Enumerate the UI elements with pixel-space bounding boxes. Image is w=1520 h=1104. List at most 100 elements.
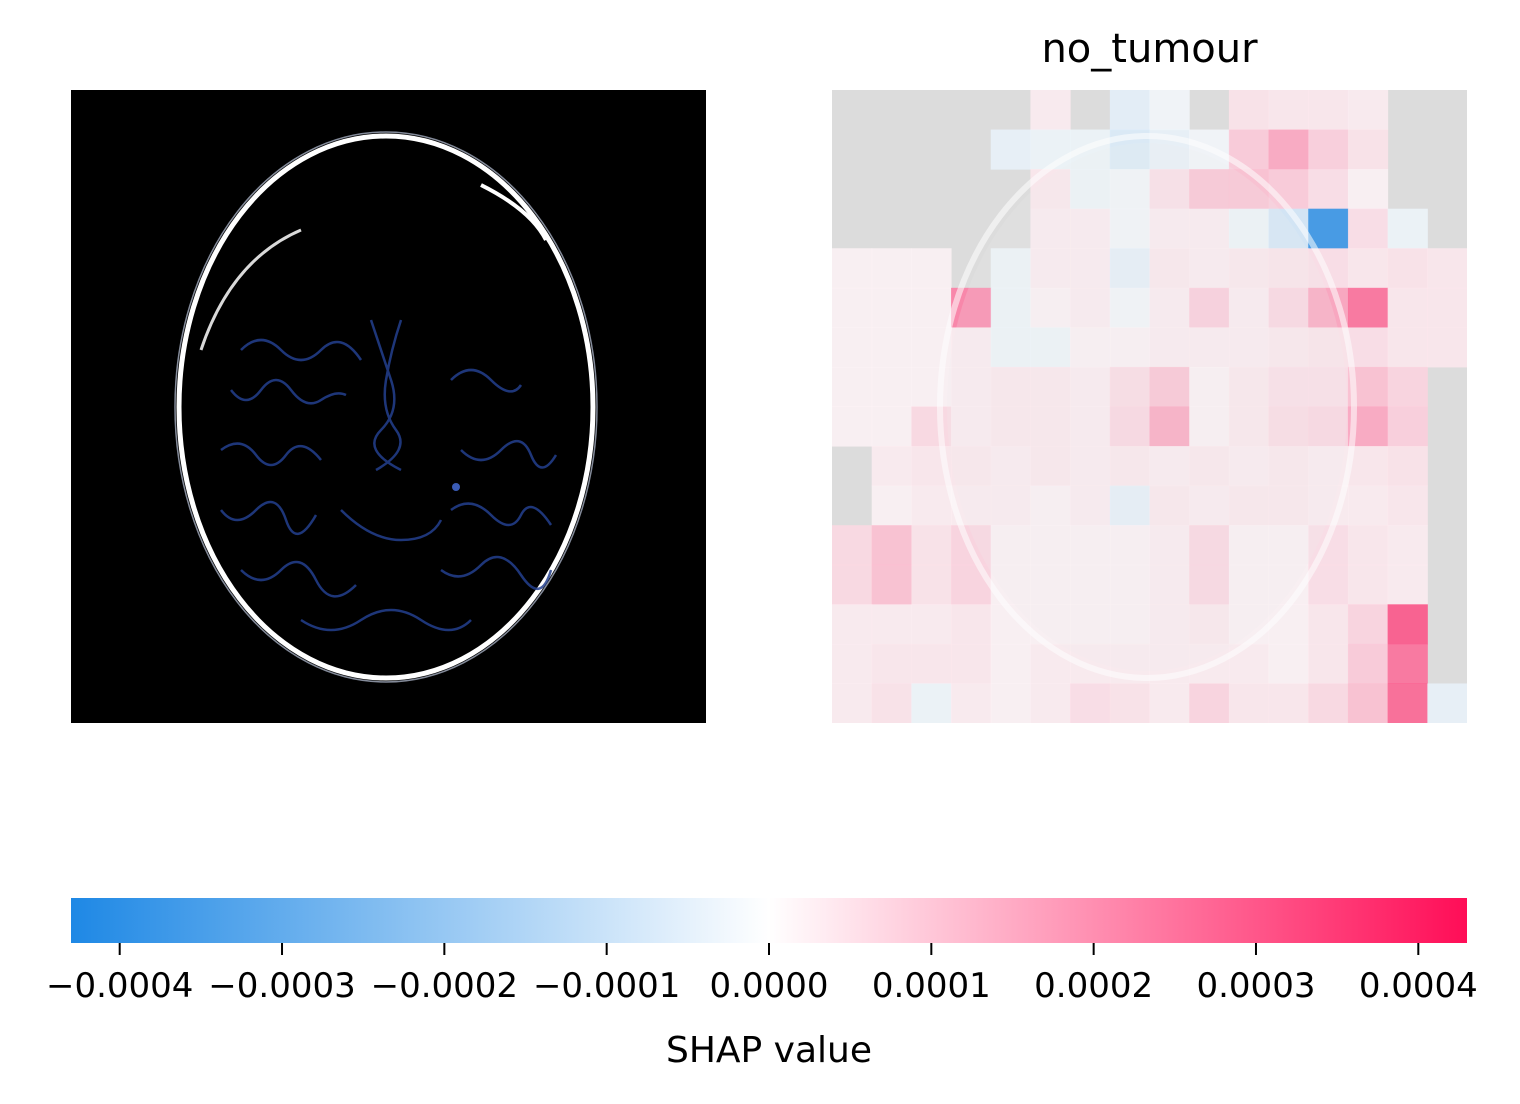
heatmap-cell	[832, 643, 873, 684]
heatmap-cell	[951, 604, 992, 645]
heatmap-cell	[1109, 604, 1150, 645]
heatmap-cell	[1070, 406, 1111, 447]
heatmap-cell	[911, 564, 952, 605]
heatmap-cell	[1268, 446, 1309, 487]
heatmap-cell	[1189, 248, 1230, 289]
heatmap-cell	[1268, 485, 1309, 526]
heatmap-cell	[1308, 90, 1349, 131]
heatmap-cell	[832, 366, 873, 407]
heatmap-cell	[1189, 525, 1230, 566]
heatmap-cell	[1030, 564, 1071, 605]
colorbar-tick-label: −0.0002	[371, 966, 518, 1006]
brain-scan-image	[71, 90, 706, 723]
heatmap-cell	[1387, 604, 1428, 645]
heatmap-cell	[1228, 287, 1270, 328]
heatmap-cell	[1228, 525, 1270, 566]
heatmap-cell	[1030, 129, 1071, 170]
heatmap-cell	[1070, 208, 1111, 249]
colorbar-tick-label: −0.0003	[208, 966, 355, 1006]
heatmap-cell	[1347, 564, 1389, 605]
heatmap-cell	[1347, 525, 1389, 566]
heatmap-cell	[871, 406, 912, 447]
colorbar-axis: −0.0004 −0.0003 −0.0002 −0.0001 0.0000 0.0001…	[46, 943, 1478, 1006]
shap-panel-title: no_tumour	[1041, 26, 1258, 72]
heatmap-cell	[1387, 406, 1428, 447]
colorbar-tick-label: 0.0001	[872, 966, 991, 1006]
heatmap-cell	[1030, 287, 1071, 328]
heatmap-cell	[871, 525, 912, 566]
heatmap-cell	[911, 604, 952, 645]
heatmap-cell	[911, 287, 952, 328]
heatmap-cell	[1149, 208, 1190, 249]
colorbar-label: SHAP value	[665, 1030, 873, 1071]
heatmap-cell	[951, 446, 992, 487]
heatmap-cell	[1347, 604, 1389, 645]
heatmap-cell	[1149, 485, 1190, 526]
heatmap-cell	[1387, 248, 1428, 289]
heatmap-cell	[1149, 287, 1190, 328]
heatmap-cell	[832, 327, 873, 368]
heatmap-cell	[1387, 327, 1428, 368]
brain-outline-overlay	[937, 133, 1357, 681]
heatmap-cell	[1308, 683, 1349, 723]
colorbar-gradient	[71, 898, 1467, 943]
heatmap-cell	[832, 287, 873, 328]
heatmap-cell	[951, 406, 992, 447]
heatmap-cell	[990, 406, 1031, 447]
heatmap-cell	[1228, 327, 1270, 368]
heatmap-cell	[871, 327, 912, 368]
heatmap-cell	[1030, 446, 1071, 487]
heatmap-cell	[1189, 446, 1230, 487]
heatmap-cell	[1347, 129, 1389, 170]
heatmap-cell	[1347, 208, 1389, 249]
heatmap-cell	[1268, 366, 1309, 407]
heatmap-cell	[911, 525, 952, 566]
heatmap-cell	[871, 248, 912, 289]
heatmap-cell	[1149, 683, 1190, 723]
heatmap-cell	[1149, 327, 1190, 368]
heatmap-cell	[951, 643, 992, 684]
heatmap-cell	[1427, 287, 1467, 328]
heatmap-cell	[1347, 169, 1389, 210]
heatmap-cell	[1189, 366, 1230, 407]
heatmap-cell	[871, 485, 912, 526]
heatmap-cell	[1070, 169, 1111, 210]
heatmap-cell	[1308, 643, 1349, 684]
heatmap-cell	[832, 248, 873, 289]
colorbar-tick-label: 0.0002	[1034, 966, 1153, 1006]
heatmap-cell	[1228, 248, 1270, 289]
heatmap-cell	[1308, 406, 1349, 447]
heatmap-cell	[1189, 604, 1230, 645]
heatmap-cell	[1268, 169, 1309, 210]
heatmap-cell	[1308, 446, 1349, 487]
shap-heatmap-panel	[832, 90, 1467, 723]
heatmap-cell	[1268, 287, 1309, 328]
heatmap-cell	[1070, 287, 1111, 328]
heatmap-cell	[832, 525, 873, 566]
heatmap-cell	[1308, 208, 1349, 249]
heatmap-cell	[1109, 287, 1150, 328]
heatmap-cell	[1228, 169, 1270, 210]
heatmap-cell	[1109, 366, 1150, 407]
heatmap-cell	[871, 604, 912, 645]
heatmap-cell	[1070, 248, 1111, 289]
heatmap-cell	[1268, 643, 1309, 684]
heatmap-cell	[1030, 525, 1071, 566]
heatmap-cell	[1109, 525, 1150, 566]
heatmap-cell	[1387, 446, 1428, 487]
heatmap-cell	[1228, 564, 1270, 605]
heatmap-cell	[1070, 604, 1111, 645]
heatmap-cell	[871, 643, 912, 684]
heatmap-cell	[1030, 406, 1071, 447]
heatmap-cell	[1030, 327, 1071, 368]
heatmap-cell	[1427, 327, 1467, 368]
heatmap-cell	[1268, 683, 1309, 723]
heatmap-cell	[1070, 446, 1111, 487]
heatmap-cell	[990, 248, 1031, 289]
heatmap-cell	[1387, 208, 1428, 249]
colorbar-tick-label: −0.0004	[46, 966, 193, 1006]
heatmap-cell	[1109, 446, 1150, 487]
heatmap-cell	[832, 564, 873, 605]
heatmap-cell	[951, 366, 992, 407]
heatmap-cell	[1387, 525, 1428, 566]
